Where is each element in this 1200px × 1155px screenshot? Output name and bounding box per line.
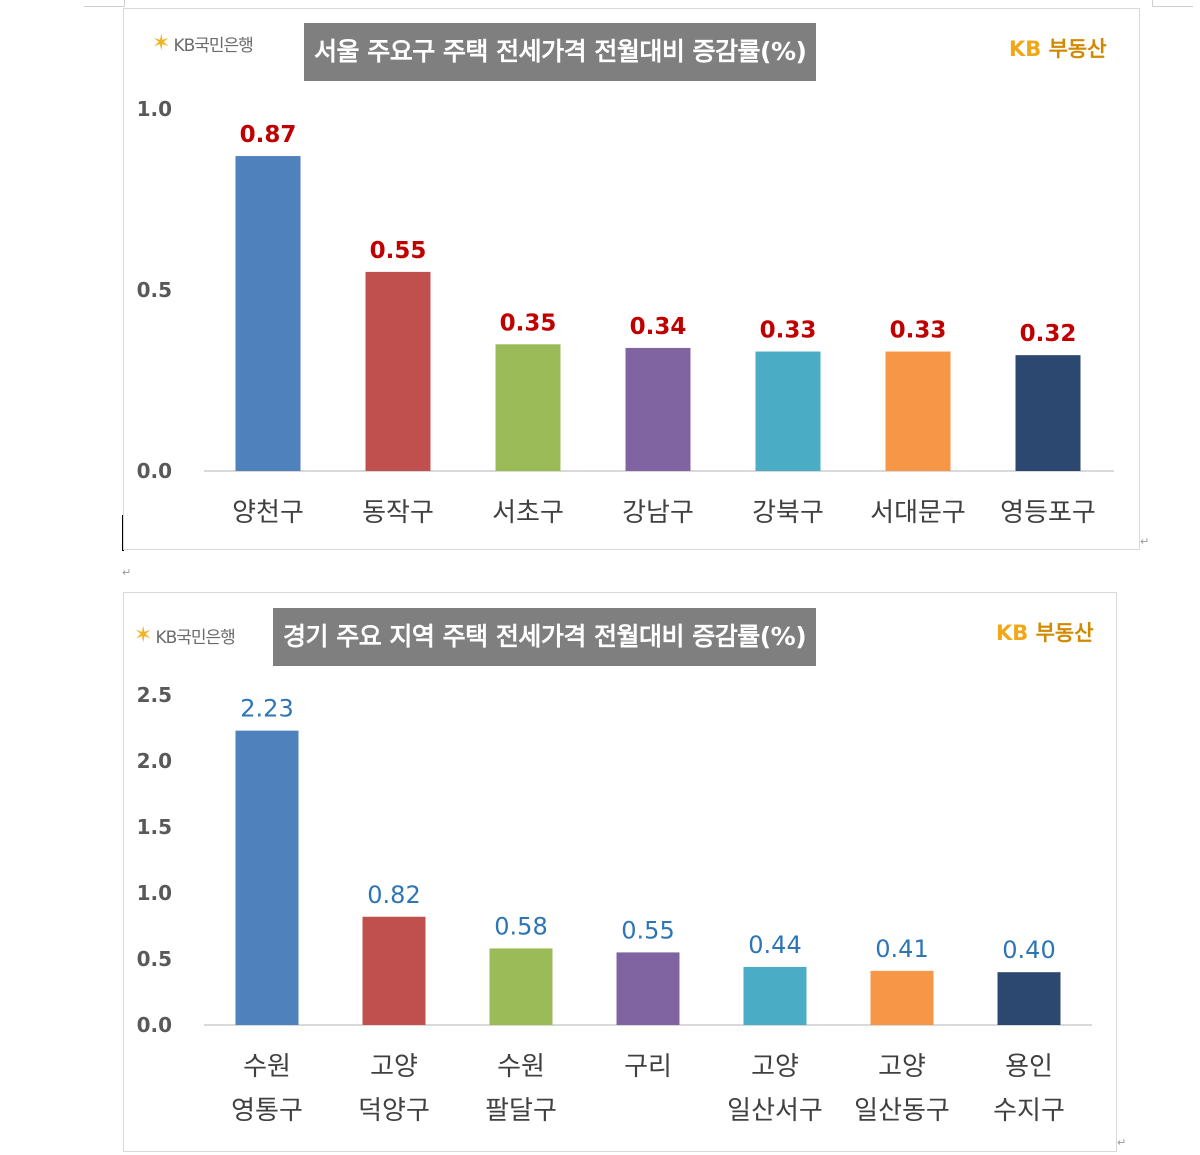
x-category-label: 수원	[243, 1052, 291, 1082]
paragraph-mark: ↵	[1117, 1136, 1127, 1149]
chart-title: 서울 주요구 주택 전세가격 전월대비 증감률(%)	[304, 23, 817, 81]
y-tick-label: 1.0	[137, 881, 172, 905]
x-category-label: 서초구	[492, 498, 564, 528]
bar	[625, 347, 691, 471]
y-tick-label: 0.0	[137, 459, 172, 483]
data-label: 0.34	[630, 314, 687, 340]
data-label: 0.33	[760, 318, 817, 344]
bar	[997, 972, 1061, 1025]
x-category-label: 서대문구	[870, 498, 966, 528]
chart-plot-seoul: 0.0 0.5 1.0 0.87 양천구 0.55 동작구 0.35 서초구 0.34 강남구 0.3…	[137, 97, 1114, 528]
data-label: 0.55	[370, 238, 427, 264]
bar	[743, 966, 807, 1025]
y-tick-label: 1.5	[137, 815, 172, 839]
x-category-label: 영등포구	[1000, 498, 1096, 528]
x-category-label: 수지구	[993, 1096, 1065, 1126]
data-label: 0.44	[748, 931, 801, 959]
y-tick-label: 1.0	[137, 97, 172, 121]
kb-bank-logo: ✶ KB국민은행	[134, 623, 236, 648]
data-label: 0.35	[500, 310, 557, 336]
data-label: 0.55	[621, 916, 674, 944]
bar	[362, 916, 426, 1025]
kb-star-icon: ✶	[152, 31, 170, 56]
y-tick-label: 2.0	[137, 749, 172, 773]
x-category-label: 구리	[624, 1052, 672, 1082]
bar	[489, 948, 553, 1025]
chart-title: 경기 주요 지역 주택 전세가격 전월대비 증감률(%)	[273, 608, 817, 666]
data-label: 0.87	[240, 122, 297, 148]
bar	[755, 351, 821, 471]
kb-real-estate-brand: KB 부동산	[996, 621, 1094, 645]
x-category-label: 수원	[497, 1052, 545, 1082]
data-label: 0.40	[1002, 936, 1055, 964]
x-category-label: 고양	[878, 1052, 926, 1082]
bar	[235, 156, 301, 471]
x-category-label: 팔달구	[485, 1096, 557, 1126]
bar	[616, 952, 680, 1025]
chart-panel-gyeonggi: ✶ KB국민은행 경기 주요 지역 주택 전세가격 전월대비 증감률(%) KB…	[123, 592, 1117, 1152]
x-category-label: 일산동구	[854, 1096, 950, 1126]
bar	[365, 271, 431, 471]
bar	[495, 344, 561, 471]
kb-bank-logo-text: KB국민은행	[173, 36, 253, 56]
x-category-label: 강남구	[622, 498, 694, 528]
x-category-label: 덕양구	[358, 1096, 430, 1126]
x-category-label: 동작구	[362, 498, 434, 528]
paragraph-mark: ↵	[122, 566, 132, 579]
kb-bank-logo-text: KB국민은행	[155, 628, 235, 648]
bar	[235, 730, 299, 1025]
y-tick-label: 0.5	[137, 278, 172, 302]
x-category-label: 양천구	[232, 498, 304, 528]
bar	[870, 970, 934, 1025]
x-category-label: 용인	[1005, 1052, 1053, 1082]
data-label: 0.41	[875, 935, 928, 963]
x-category-label: 강북구	[752, 498, 824, 528]
x-category-label: 고양	[370, 1052, 418, 1082]
bar	[885, 351, 951, 471]
data-label: 0.58	[494, 912, 547, 940]
page-corner-mark-right	[1152, 0, 1193, 7]
x-category-label: 고양	[751, 1052, 799, 1082]
data-label: 0.32	[1020, 321, 1077, 347]
data-label: 0.33	[890, 318, 947, 344]
y-tick-label: 2.5	[137, 683, 172, 707]
y-tick-label: 0.0	[137, 1013, 172, 1037]
page-corner-mark-left	[84, 0, 125, 7]
x-category-label: 일산서구	[727, 1096, 823, 1126]
kb-real-estate-brand: KB 부동산	[1009, 37, 1107, 61]
paragraph-mark: ↵	[1140, 535, 1150, 548]
y-tick-label: 0.5	[137, 947, 172, 971]
x-category-label: 영통구	[231, 1096, 303, 1126]
kb-star-icon: ✶	[134, 623, 152, 648]
data-label: 0.82	[367, 881, 420, 909]
chart-panel-seoul: ✶ KB국민은행 서울 주요구 주택 전세가격 전월대비 증감률(%) KB 부…	[123, 8, 1140, 550]
data-label: 2.23	[240, 695, 293, 723]
kb-bank-logo: ✶ KB국민은행	[152, 31, 254, 56]
bar	[1015, 355, 1081, 471]
